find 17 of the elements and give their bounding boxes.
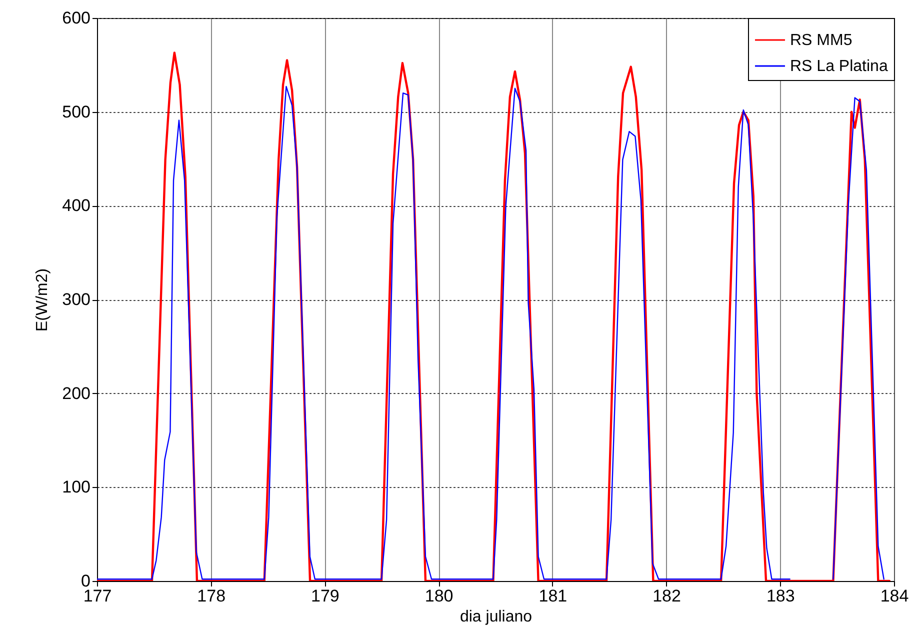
x-tick-label: 180 <box>424 586 454 606</box>
x-tick-label: 183 <box>766 586 795 606</box>
y-tick-label: 100 <box>62 478 90 497</box>
x-tick-label: 184 <box>880 586 909 606</box>
x-tick-label: 182 <box>652 586 681 606</box>
y-tick-label: 500 <box>62 102 90 122</box>
y-tick-label: 200 <box>62 384 90 403</box>
x-tick-label: 181 <box>538 586 568 606</box>
legend-label: RS MM5 <box>790 32 852 49</box>
legend-label: RS La Platina <box>790 58 888 75</box>
x-tick-label: 178 <box>197 586 226 606</box>
x-tick-label: 179 <box>311 586 340 606</box>
y-tick-label: 300 <box>62 290 90 309</box>
y-tick-label: 400 <box>62 196 90 216</box>
y-axis-title: E(W/m2) <box>34 268 52 332</box>
y-tick-label: 600 <box>62 8 90 28</box>
x-axis-title: dia juliano <box>460 608 532 626</box>
